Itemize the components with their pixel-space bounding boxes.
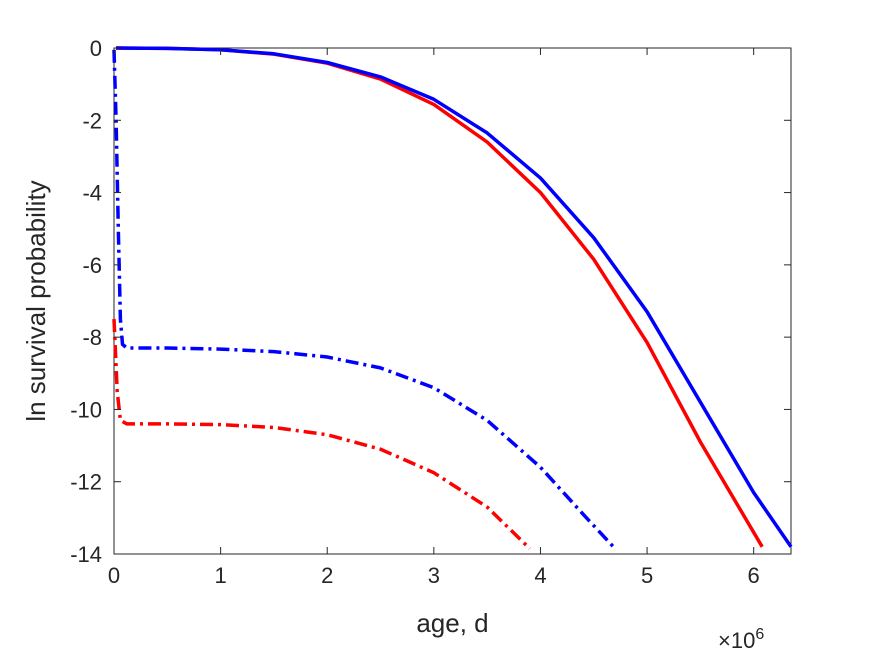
y-tick-label-4: -8 [82,325,102,350]
y-tick-label-7: -14 [70,542,102,567]
x-tick-label-6: 6 [748,563,760,588]
x-tick-label-4: 4 [534,563,546,588]
y-tick-label-5: -10 [70,397,102,422]
y-tick-label-1: -2 [82,108,102,133]
series-line-4 [112,319,532,550]
ticks-layer [113,47,791,555]
x-axis-exponent-base: ×10 [718,628,755,653]
plot-area [113,47,792,555]
x-axis-exponent-label: ×106 [718,626,764,653]
series-line-2 [116,46,793,548]
x-tick-label-3: 3 [428,563,440,588]
y-axis-label: ln survival probability [21,180,51,421]
y-tick-label-6: -12 [70,470,102,495]
x-axis-label: age, d [416,608,488,638]
x-tick-label-2: 2 [321,563,333,588]
y-tick-label-0: 0 [90,36,102,61]
axes-box [113,47,792,555]
x-axis-exponent-power: 6 [755,626,764,643]
tick-labels-layer: 0 1 2 3 4 5 6 0 -2 -4 -6 -8 -10 -12 -14 [70,36,760,588]
y-tick-label-2: -4 [82,181,102,206]
x-tick-label-0: 0 [108,563,120,588]
y-tick-label-3: -6 [82,253,102,278]
x-tick-label-5: 5 [641,563,653,588]
series-line-3 [112,49,617,550]
x-tick-label-1: 1 [214,563,226,588]
